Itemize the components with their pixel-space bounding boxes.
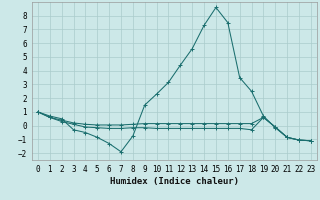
X-axis label: Humidex (Indice chaleur): Humidex (Indice chaleur)	[110, 177, 239, 186]
